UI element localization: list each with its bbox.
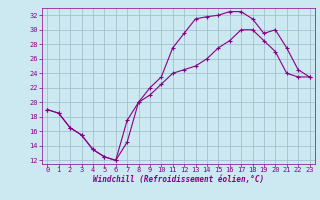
X-axis label: Windchill (Refroidissement éolien,°C): Windchill (Refroidissement éolien,°C) (93, 175, 264, 184)
